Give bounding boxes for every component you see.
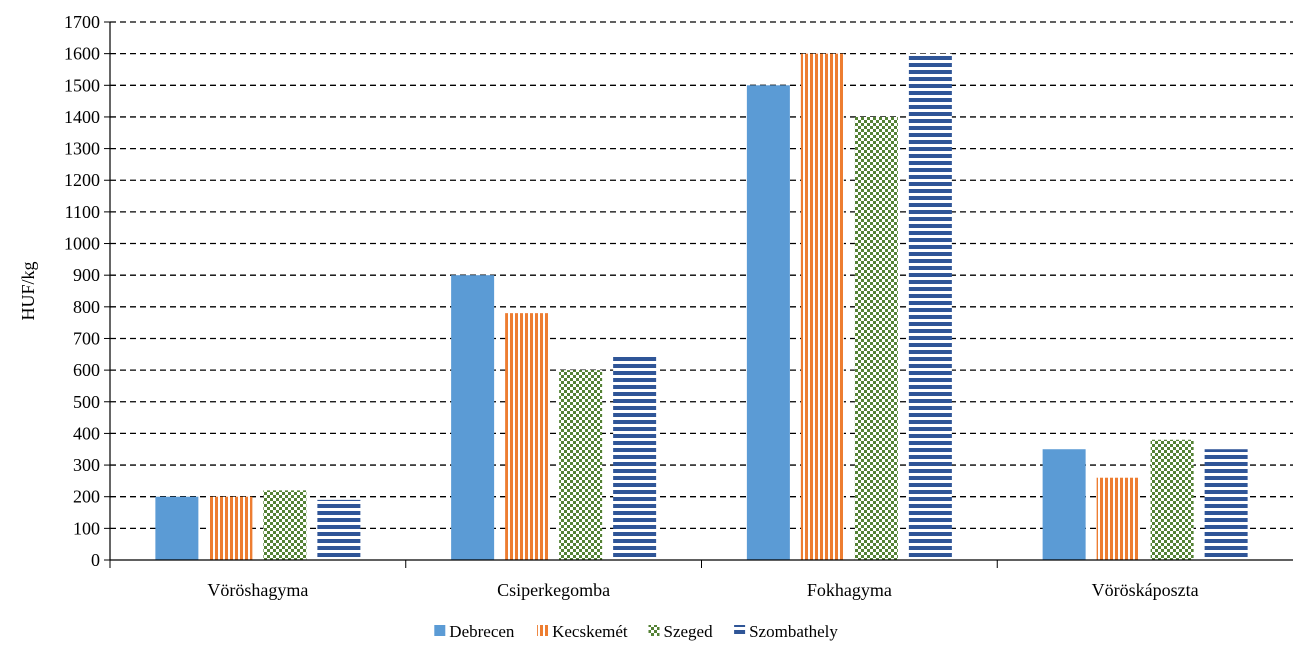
y-tick-labels: 0 100 200 300 400 500 600 700 800 900 1000 1100 1200… xyxy=(64,12,100,570)
legend: Debrecen Kecskemét Szeged Szombathely xyxy=(434,622,838,641)
bar-kecskem-t xyxy=(209,496,253,560)
y-tick-label: 500 xyxy=(73,392,100,412)
y-tick-label: 0 xyxy=(91,550,100,570)
y-tick-label: 900 xyxy=(73,265,100,285)
legend-swatch-kecskem-t xyxy=(537,625,549,636)
category-label: Csiperkegomba xyxy=(497,580,610,600)
category-label: Fokhagyma xyxy=(807,580,892,600)
y-tick-label: 100 xyxy=(73,518,100,538)
y-tick-label: 300 xyxy=(73,455,100,475)
y-tick-label: 1400 xyxy=(64,107,100,127)
y-tick-label: 1300 xyxy=(64,139,100,159)
legend-label-kecskem-t: Kecskemét xyxy=(552,622,628,641)
legend-label-szeged: Szeged xyxy=(664,622,714,641)
bar-kecskem-t xyxy=(505,313,549,560)
y-tick-label: 1600 xyxy=(64,44,100,64)
category-label: Vöröshagyma xyxy=(207,580,308,600)
gridlines xyxy=(110,21,1293,530)
bar-szeged xyxy=(854,116,898,561)
category-label: Vöröskáposzta xyxy=(1092,580,1199,600)
bar-szombathely xyxy=(613,354,657,560)
legend-label-debrecen: Debrecen xyxy=(449,622,515,641)
bar-debrecen xyxy=(155,496,199,560)
bar-szeged xyxy=(263,490,307,560)
y-tick-label: 400 xyxy=(73,423,100,443)
bar-szombathely xyxy=(1204,449,1248,560)
bar-szombathely xyxy=(317,499,361,560)
y-tick-label: 1100 xyxy=(65,202,100,222)
legend-swatch-szeged xyxy=(648,625,660,636)
legend-swatch-debrecen xyxy=(434,625,446,636)
y-tick-label: 600 xyxy=(73,360,100,380)
legend-swatch-szombathely xyxy=(734,625,746,636)
y-tick-label: 1500 xyxy=(64,75,100,95)
y-axis-title: HUF/kg xyxy=(18,261,38,320)
bar-szombathely xyxy=(908,53,952,560)
y-tick-label: 1700 xyxy=(64,12,100,32)
bar-szeged xyxy=(1150,439,1194,560)
category-labels: Vöröshagyma Csiperkegomba Fokhagyma Vöröská… xyxy=(207,580,1198,600)
y-tick-label: 1000 xyxy=(64,234,100,254)
bar-debrecen xyxy=(451,275,495,560)
bar-debrecen xyxy=(1042,449,1086,560)
y-tick-label: 200 xyxy=(73,487,100,507)
bar-debrecen xyxy=(746,85,790,560)
bars xyxy=(155,53,1248,561)
bar-kecskem-t xyxy=(800,53,844,560)
bar-szeged xyxy=(559,370,603,560)
axes xyxy=(104,21,1293,568)
y-tick-label: 800 xyxy=(73,297,100,317)
bar-kecskem-t xyxy=(1096,477,1140,560)
y-tick-label: 700 xyxy=(73,328,100,348)
legend-label-szombathely: Szombathely xyxy=(749,622,838,641)
y-tick-label: 1200 xyxy=(64,170,100,190)
